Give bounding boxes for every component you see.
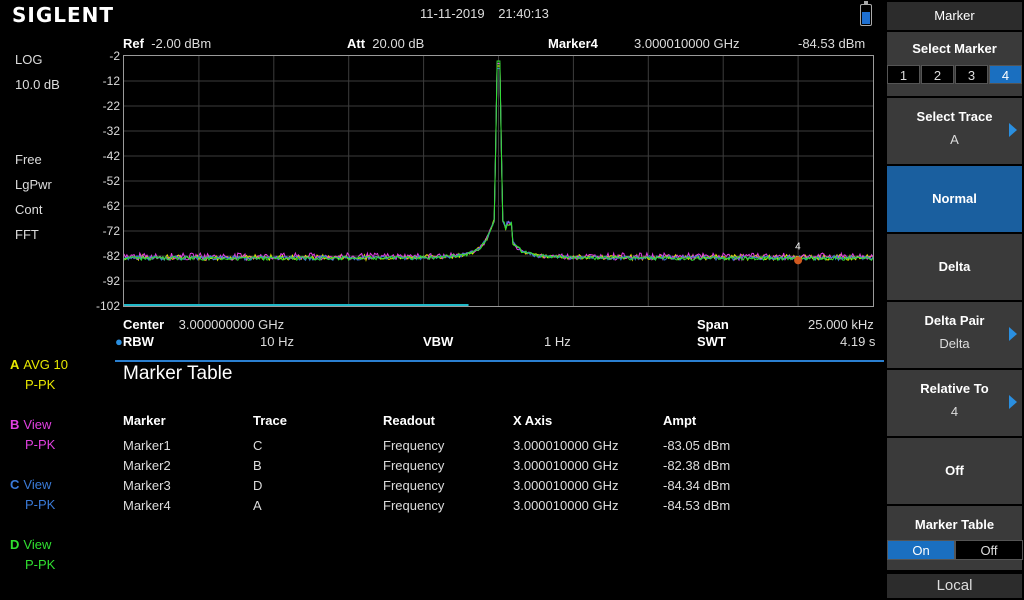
y-tick-label: -72 (102, 224, 120, 238)
table-cell: -82.38 dBm (663, 458, 731, 473)
marker-1-button[interactable]: 1 (887, 65, 920, 84)
attenuation: Att 20.00 dB (347, 36, 425, 51)
vbw-value[interactable]: 1 Hz (544, 334, 571, 349)
sweep-mode: Cont (15, 202, 43, 217)
swt-label: SWT (697, 334, 726, 349)
spectrum-plot[interactable]: 4 (123, 55, 874, 307)
scale-div: 10.0 dB (15, 77, 60, 92)
table-cell: 3.000010000 GHz (513, 458, 619, 473)
delta-key[interactable]: Delta (887, 234, 1022, 300)
y-tick-label: -62 (102, 199, 120, 213)
span-value[interactable]: 25.000 kHz (808, 317, 874, 332)
y-tick-label: -32 (102, 124, 120, 138)
separator (115, 360, 884, 362)
table-cell: 3.000010000 GHz (513, 438, 619, 453)
trace-label-a[interactable]: A AVG 10 P-PK (10, 357, 68, 392)
trace-line (123, 63, 874, 262)
datetime: 11-11-2019 21:40:13 (420, 6, 549, 21)
sweep-type: FFT (15, 227, 39, 242)
marker-table-off-toggle[interactable]: Off (955, 540, 1023, 560)
off-key[interactable]: Off (887, 438, 1022, 504)
marker-4-button[interactable]: 4 (989, 65, 1022, 84)
marker-table-on-toggle[interactable]: On (887, 540, 955, 560)
active-marker-freq: 3.000010000 GHz (634, 36, 740, 51)
trace-label-b[interactable]: B View P-PK (10, 417, 56, 452)
table-cell: 3.000010000 GHz (513, 478, 619, 493)
table-cell: B (253, 458, 262, 473)
y-tick-label: -2 (109, 49, 120, 63)
table-cell: C (253, 438, 263, 453)
rbw[interactable]: ●RBW (115, 334, 154, 349)
col-trace: Trace (253, 413, 287, 428)
table-cell: Frequency (383, 458, 445, 473)
detector: LgPwr (15, 177, 52, 192)
date: 11-11-2019 (420, 6, 485, 21)
table-cell: Marker4 (123, 498, 171, 513)
table-cell: 3.000010000 GHz (513, 498, 619, 513)
y-tick-label: -12 (102, 74, 120, 88)
col-ampt: Ampt (663, 413, 697, 428)
select-marker-key[interactable]: Select Marker (887, 32, 1022, 96)
col-readout: Readout (383, 413, 435, 428)
softkey-panel: Marker Select Marker 1 2 3 4 Select Trac… (885, 0, 1024, 600)
center-freq[interactable]: Center 3.000000000 GHz (123, 317, 285, 332)
table-cell: -84.53 dBm (663, 498, 731, 513)
active-marker-ampt: -84.53 dBm (798, 36, 866, 51)
time: 21:40:13 (498, 6, 549, 21)
table-cell: Marker3 (123, 478, 171, 493)
table-cell: Frequency (383, 498, 445, 513)
table-cell: Marker1 (123, 438, 171, 453)
table-cell: D (253, 478, 263, 493)
marker-table-title: Marker Table (123, 363, 233, 384)
y-tick-label: -92 (102, 274, 120, 288)
y-tick-label: -22 (102, 99, 120, 113)
col-xaxis: X Axis (513, 413, 553, 428)
marker-2-button[interactable]: 2 (921, 65, 954, 84)
trace-label-d[interactable]: D View P-PK (10, 537, 56, 572)
trace-label-c[interactable]: C View P-PK (10, 477, 56, 512)
relative-to-key[interactable]: Relative To 4 (887, 370, 1022, 436)
marker-3-button[interactable]: 3 (955, 65, 988, 84)
local-button[interactable]: Local (887, 574, 1022, 598)
rbw-value: 10 Hz (260, 334, 294, 349)
spectrum-svg: 4 (123, 56, 874, 306)
submenu-arrow-icon (1009, 327, 1017, 341)
table-cell: Frequency (383, 478, 445, 493)
table-cell: -83.05 dBm (663, 438, 731, 453)
swt-value[interactable]: 4.19 s (840, 334, 876, 349)
trace-line (123, 60, 874, 262)
submenu-arrow-icon (1009, 123, 1017, 137)
submenu-arrow-icon (1009, 395, 1017, 409)
active-marker-label: Marker4 (548, 36, 598, 51)
table-cell: Marker2 (123, 458, 171, 473)
normal-key[interactable]: Normal (887, 166, 1022, 232)
brand-logo: SIGLENT (12, 3, 115, 27)
battery-icon (860, 1, 872, 26)
vbw-label: VBW (423, 334, 454, 349)
y-tick-label: -52 (102, 174, 120, 188)
marker-table-key[interactable]: Marker Table (887, 506, 1022, 570)
delta-pair-key[interactable]: Delta Pair Delta (887, 302, 1022, 368)
table-cell: -84.34 dBm (663, 478, 731, 493)
ref-level: Ref -2.00 dBm (123, 36, 212, 51)
col-marker: Marker (123, 413, 166, 428)
select-trace-key[interactable]: Select Trace A (887, 98, 1022, 164)
panel-title: Marker (887, 2, 1022, 30)
marker-4-point[interactable] (794, 256, 803, 265)
marker-4-label: 4 (795, 241, 801, 252)
table-cell: Frequency (383, 438, 445, 453)
y-tick-label: -102 (95, 299, 120, 313)
table-cell: A (253, 498, 262, 513)
span-label: Span (697, 317, 729, 332)
trigger-free: Free (15, 152, 42, 167)
scale-type: LOG (15, 52, 43, 67)
y-tick-label: -42 (102, 149, 120, 163)
y-tick-label: -82 (102, 249, 120, 263)
